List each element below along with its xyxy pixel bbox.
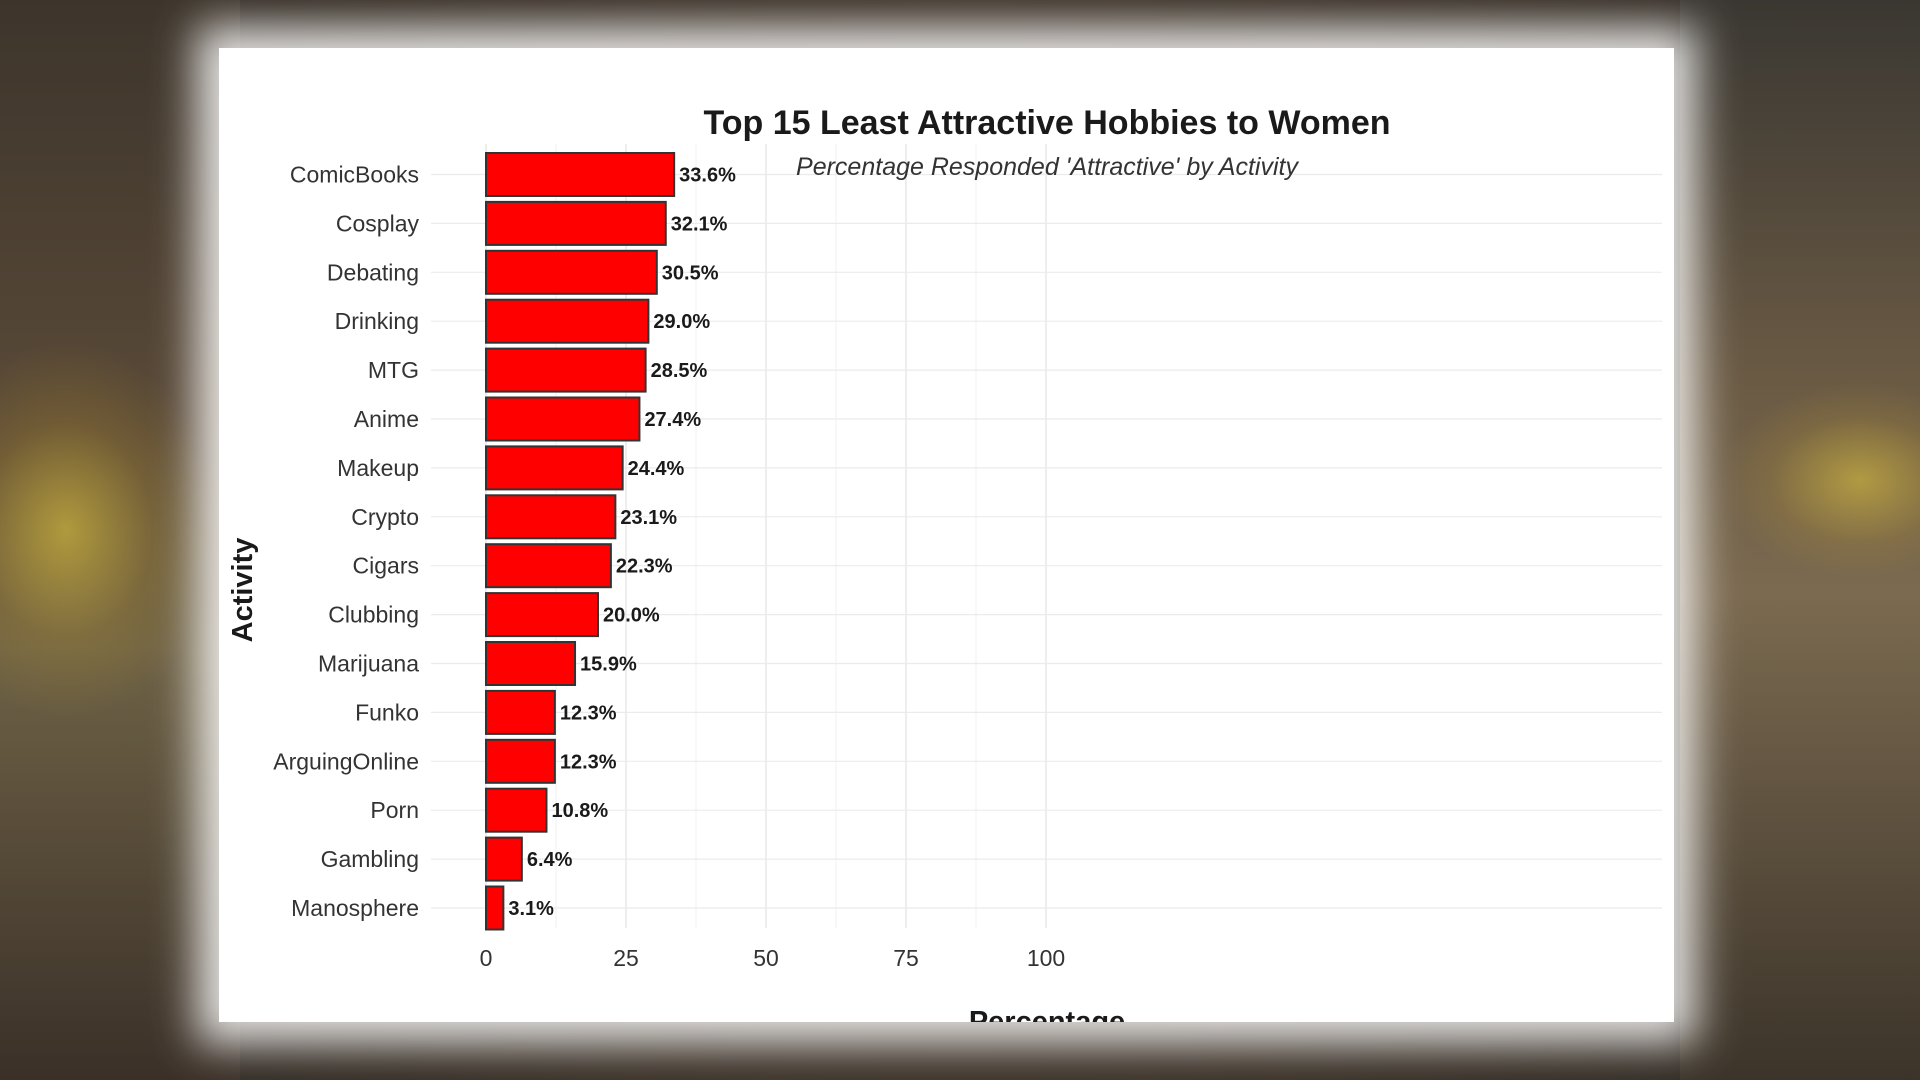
y-tick-label: Cosplay	[336, 210, 420, 236]
y-tick-label: Porn	[370, 797, 419, 823]
x-tick-label: 25	[613, 945, 639, 971]
data-label: 20.0%	[603, 605, 660, 627]
data-labels: 33.6% 32.1% 30.5% 29.0% 28.5% 27.4% 24.4% 23.1%…	[508, 165, 736, 921]
y-tick-label: Manosphere	[291, 895, 419, 921]
data-label: 27.4%	[644, 409, 701, 431]
bar	[485, 689, 556, 735]
data-label: 12.3%	[560, 751, 617, 773]
bars	[485, 152, 676, 931]
y-tick-label: Makeup	[337, 455, 419, 481]
data-label: 12.3%	[560, 702, 617, 724]
bar	[485, 787, 548, 833]
bar	[485, 347, 647, 393]
background-glow-left	[0, 340, 220, 720]
bar	[485, 836, 523, 882]
data-label: 28.5%	[651, 360, 708, 382]
data-label: 30.5%	[662, 262, 719, 284]
bar	[485, 641, 577, 686]
data-label: 3.1%	[508, 898, 554, 920]
bar	[485, 249, 658, 295]
bar	[485, 738, 556, 784]
bar	[485, 200, 667, 246]
x-tick-label: 0	[480, 945, 493, 971]
y-tick-label: MTG	[368, 357, 419, 383]
x-tick-labels: 0 25 50 75 100	[480, 945, 1066, 971]
data-label: 32.1%	[671, 213, 728, 235]
y-tick-label: Gambling	[321, 846, 419, 872]
data-label: 10.8%	[551, 800, 608, 822]
y-axis-label: Activity	[227, 538, 259, 643]
y-tick-label: Drinking	[335, 308, 419, 334]
bar	[485, 592, 599, 638]
x-tick-label: 100	[1027, 945, 1065, 971]
bar	[485, 298, 650, 344]
y-tick-label: Cigars	[353, 553, 419, 579]
bar-chart: 33.6% 32.1% 30.5% 29.0% 28.5% 27.4% 24.4% 23.1%…	[227, 104, 1662, 1038]
y-tick-label: ComicBooks	[290, 162, 419, 188]
chart-title: Top 15 Least Attractive Hobbies to Women	[703, 104, 1390, 142]
bar	[485, 543, 612, 589]
x-axis-label: Percentage	[969, 1006, 1125, 1022]
data-label: 15.9%	[580, 654, 637, 676]
y-tick-label: ArguingOnline	[273, 748, 419, 774]
grid-lines	[431, 144, 1662, 928]
bar	[485, 152, 676, 197]
chart-subtitle: Percentage Responded 'Attractive' by Act…	[796, 153, 1299, 181]
data-label: 23.1%	[620, 507, 677, 529]
y-tick-label: Clubbing	[328, 602, 419, 628]
y-tick-label: Marijuana	[318, 651, 419, 677]
bar	[485, 494, 617, 540]
y-tick-label: Crypto	[351, 504, 419, 530]
y-tick-label: Anime	[354, 406, 419, 432]
bar	[485, 885, 505, 931]
bar	[485, 445, 624, 491]
chart-panel: 33.6% 32.1% 30.5% 29.0% 28.5% 27.4% 24.4% 23.1%…	[219, 48, 1674, 1038]
data-label: 22.3%	[616, 556, 673, 578]
y-tick-labels: ComicBooks Cosplay Debating Drinking MTG Anim…	[273, 162, 419, 922]
x-tick-label: 50	[753, 945, 779, 971]
data-label: 6.4%	[527, 849, 573, 871]
y-tick-label: Debating	[327, 259, 419, 285]
bar	[485, 396, 641, 442]
data-label: 24.4%	[628, 458, 685, 480]
background-glow-right	[1720, 380, 1920, 580]
data-label: 33.6%	[679, 165, 736, 187]
data-label: 29.0%	[653, 311, 710, 333]
y-tick-label: Funko	[355, 699, 419, 725]
x-tick-label: 75	[893, 945, 919, 971]
